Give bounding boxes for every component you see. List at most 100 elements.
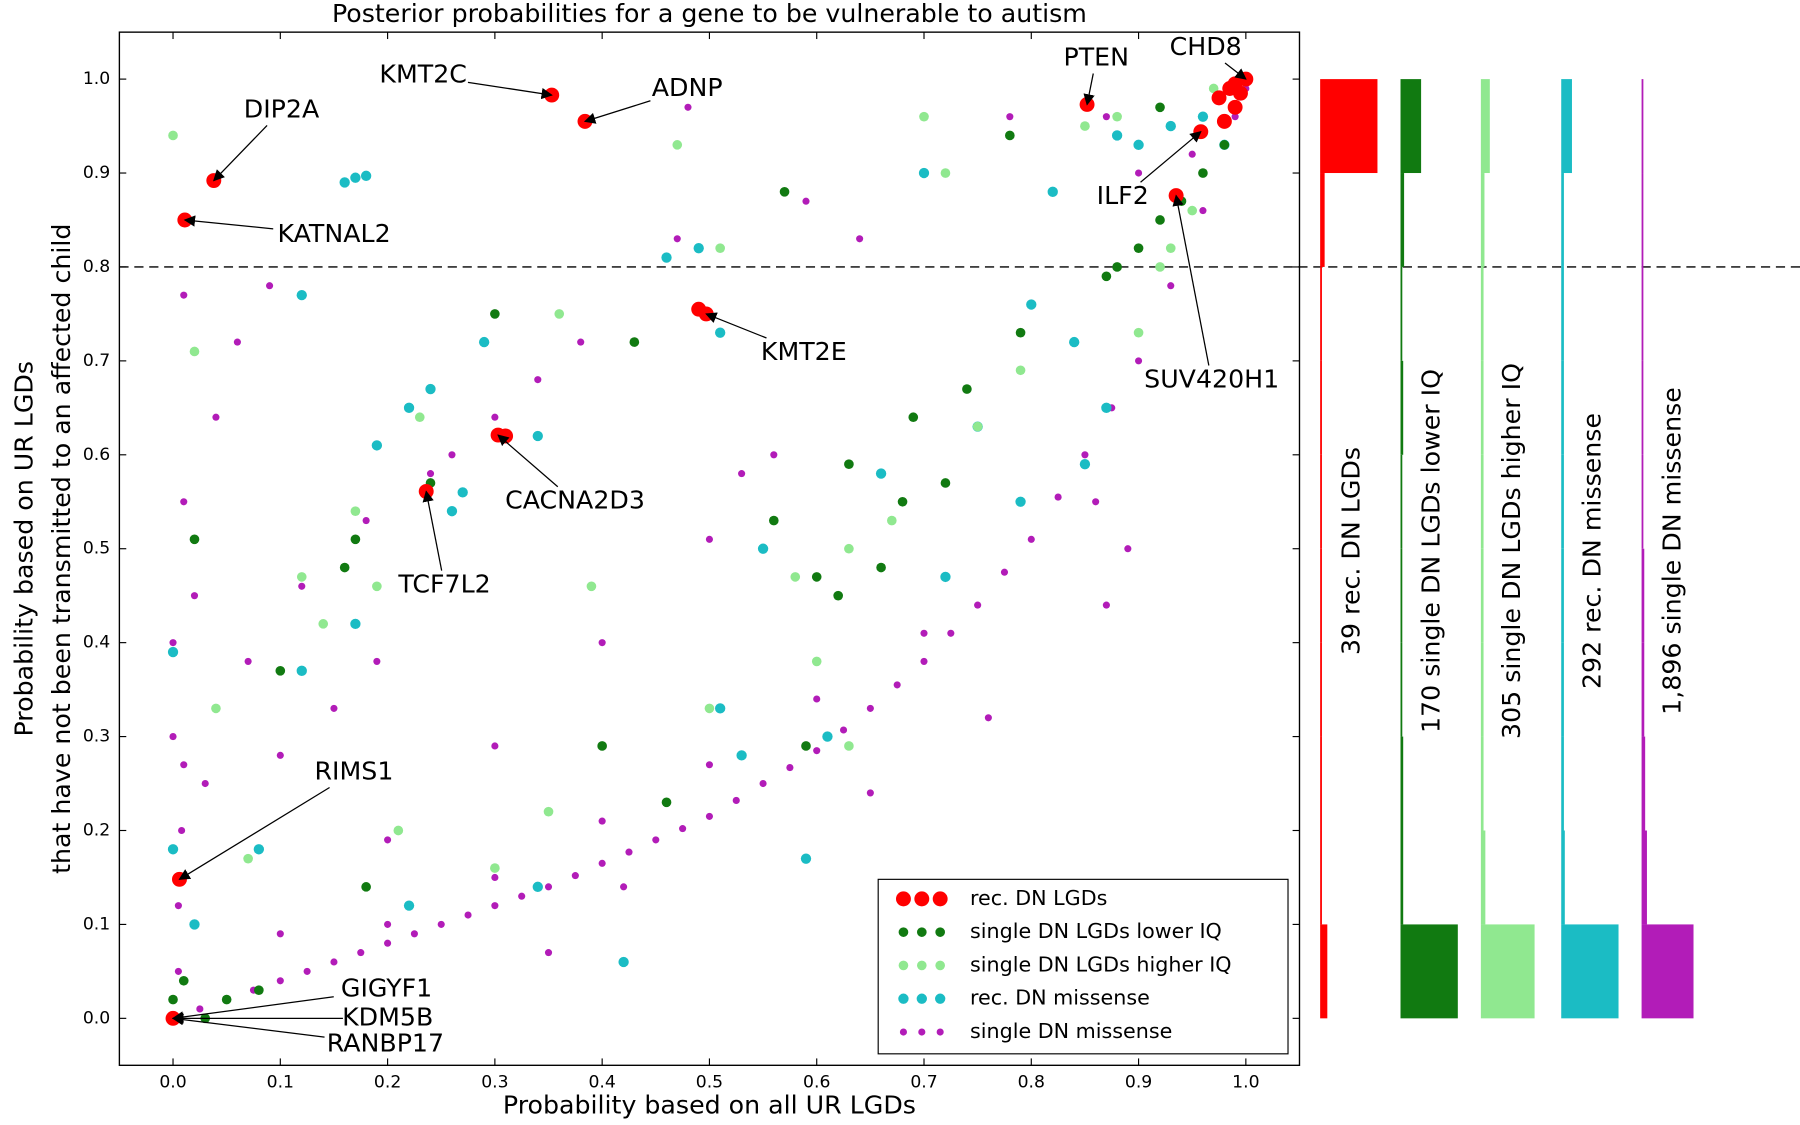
point bbox=[1026, 299, 1037, 310]
annotation-arrow bbox=[1172, 194, 1210, 366]
point bbox=[779, 186, 790, 197]
point bbox=[962, 384, 972, 394]
point bbox=[1197, 111, 1209, 122]
point bbox=[940, 478, 951, 488]
point bbox=[705, 812, 713, 820]
legend-marker bbox=[936, 1028, 944, 1036]
point bbox=[919, 111, 929, 122]
histogram-bar bbox=[1480, 79, 1490, 174]
histogram-bar bbox=[1561, 642, 1564, 737]
point bbox=[360, 170, 372, 182]
point bbox=[1092, 498, 1100, 506]
point bbox=[786, 764, 794, 772]
point bbox=[1231, 113, 1239, 121]
histogram-bar bbox=[1400, 79, 1422, 174]
histogram-bar bbox=[1561, 548, 1564, 643]
point bbox=[414, 412, 425, 423]
point bbox=[1080, 121, 1090, 131]
plot-frame bbox=[118, 31, 1301, 1066]
point bbox=[253, 844, 265, 855]
legend-box bbox=[877, 878, 1289, 1055]
histogram-label: 39 rec. DN LGDs bbox=[1336, 447, 1365, 655]
legend-marker bbox=[898, 960, 909, 971]
point bbox=[350, 506, 361, 516]
y-axis-label: Probability based on UR LGDs bbox=[9, 361, 38, 737]
x-tick-label: 1.0 bbox=[1232, 1073, 1259, 1093]
point bbox=[1165, 120, 1176, 132]
histogram-bar bbox=[1320, 548, 1322, 643]
y-tick-label: 0.1 bbox=[83, 914, 110, 934]
histogram-label: 305 single DN LGDs higher IQ bbox=[1497, 363, 1526, 739]
point bbox=[425, 383, 436, 395]
histogram-bar bbox=[1561, 266, 1564, 361]
point bbox=[866, 704, 874, 712]
point bbox=[189, 534, 200, 545]
point bbox=[1112, 111, 1122, 122]
point bbox=[844, 741, 854, 751]
annotation-arrow bbox=[497, 434, 559, 488]
point bbox=[1069, 336, 1080, 348]
point bbox=[920, 657, 928, 665]
annotation-label: ADNP bbox=[652, 73, 723, 102]
point bbox=[1219, 140, 1230, 150]
point bbox=[844, 459, 854, 470]
point bbox=[856, 235, 864, 243]
histogram-bar bbox=[1400, 548, 1403, 643]
histogram-bar bbox=[1561, 924, 1619, 1019]
point bbox=[201, 779, 209, 788]
histogram-bar bbox=[1641, 924, 1694, 1019]
y-tick-label: 0.3 bbox=[83, 727, 110, 747]
annotation-label: RIMS1 bbox=[315, 757, 394, 786]
histogram-bar bbox=[1480, 454, 1484, 549]
point bbox=[491, 902, 499, 910]
y-tick-label: 0.7 bbox=[83, 351, 110, 371]
x-tick-label: 0.0 bbox=[159, 1073, 186, 1093]
point bbox=[339, 177, 350, 188]
point bbox=[167, 844, 179, 855]
histogram-bar bbox=[1400, 830, 1404, 925]
annotation-arrow bbox=[213, 125, 268, 182]
legend-marker bbox=[914, 891, 930, 907]
legend-label: single DN missense bbox=[970, 1019, 1172, 1043]
point bbox=[180, 498, 188, 506]
point bbox=[371, 440, 383, 451]
x-tick-label: 0.5 bbox=[696, 1073, 723, 1093]
point bbox=[833, 590, 843, 601]
point bbox=[598, 859, 606, 867]
point bbox=[813, 747, 821, 755]
point bbox=[768, 515, 779, 526]
histogram-bar bbox=[1641, 736, 1646, 831]
point bbox=[1079, 459, 1091, 470]
histogram-bar bbox=[1641, 548, 1645, 643]
histogram-bar bbox=[1561, 173, 1564, 267]
histogram-bar bbox=[1641, 266, 1644, 361]
point bbox=[598, 639, 606, 647]
point bbox=[811, 572, 822, 582]
point bbox=[947, 629, 955, 637]
point bbox=[1005, 130, 1015, 141]
point bbox=[1155, 102, 1165, 113]
point bbox=[908, 412, 919, 423]
point bbox=[672, 140, 683, 150]
point bbox=[673, 235, 681, 243]
point bbox=[168, 994, 178, 1005]
point bbox=[330, 958, 338, 966]
histogram-bar bbox=[1480, 642, 1484, 737]
point bbox=[554, 309, 565, 319]
point bbox=[518, 892, 526, 900]
annotation-arrow bbox=[422, 490, 443, 571]
point bbox=[350, 618, 361, 630]
point bbox=[866, 789, 874, 797]
point bbox=[705, 535, 713, 543]
point bbox=[296, 665, 307, 676]
annotation-arrow bbox=[1083, 73, 1095, 106]
point bbox=[1135, 357, 1143, 365]
point bbox=[618, 956, 629, 968]
point bbox=[1015, 365, 1026, 376]
histogram-bar bbox=[1561, 736, 1564, 831]
point bbox=[221, 994, 232, 1005]
legend-label: single DN LGDs higher IQ bbox=[970, 952, 1232, 976]
point bbox=[178, 826, 186, 835]
x-tick-label: 0.6 bbox=[803, 1073, 830, 1093]
y-tick-label: 0.9 bbox=[83, 163, 110, 183]
